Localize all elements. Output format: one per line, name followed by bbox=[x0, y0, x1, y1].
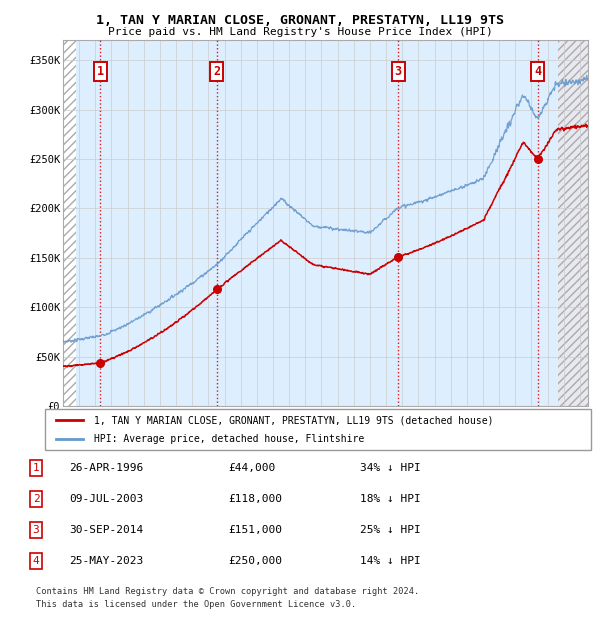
Text: 3: 3 bbox=[395, 65, 402, 78]
Text: £250,000: £250,000 bbox=[228, 556, 282, 566]
Text: 1: 1 bbox=[97, 65, 104, 78]
Bar bbox=[63, 40, 76, 406]
Text: 30-SEP-2014: 30-SEP-2014 bbox=[69, 525, 143, 535]
Bar bbox=[559, 40, 588, 406]
Text: 1, TAN Y MARIAN CLOSE, GRONANT, PRESTATYN, LL19 9TS (detached house): 1, TAN Y MARIAN CLOSE, GRONANT, PRESTATY… bbox=[94, 415, 494, 425]
Text: 26-APR-1996: 26-APR-1996 bbox=[69, 463, 143, 473]
Text: This data is licensed under the Open Government Licence v3.0.: This data is licensed under the Open Gov… bbox=[36, 600, 356, 609]
Text: 1: 1 bbox=[32, 463, 40, 473]
Text: 34% ↓ HPI: 34% ↓ HPI bbox=[360, 463, 421, 473]
Text: 1, TAN Y MARIAN CLOSE, GRONANT, PRESTATYN, LL19 9TS: 1, TAN Y MARIAN CLOSE, GRONANT, PRESTATY… bbox=[96, 14, 504, 27]
Text: 09-JUL-2003: 09-JUL-2003 bbox=[69, 494, 143, 504]
Text: 18% ↓ HPI: 18% ↓ HPI bbox=[360, 494, 421, 504]
Text: 2: 2 bbox=[32, 494, 40, 504]
Text: 2: 2 bbox=[213, 65, 220, 78]
FancyBboxPatch shape bbox=[45, 409, 591, 450]
Text: Contains HM Land Registry data © Crown copyright and database right 2024.: Contains HM Land Registry data © Crown c… bbox=[36, 587, 419, 596]
Text: Price paid vs. HM Land Registry's House Price Index (HPI): Price paid vs. HM Land Registry's House … bbox=[107, 27, 493, 37]
Text: 4: 4 bbox=[32, 556, 40, 566]
Text: £118,000: £118,000 bbox=[228, 494, 282, 504]
Text: 4: 4 bbox=[534, 65, 541, 78]
Text: HPI: Average price, detached house, Flintshire: HPI: Average price, detached house, Flin… bbox=[94, 435, 364, 445]
Text: 25-MAY-2023: 25-MAY-2023 bbox=[69, 556, 143, 566]
Text: £44,000: £44,000 bbox=[228, 463, 275, 473]
Text: 25% ↓ HPI: 25% ↓ HPI bbox=[360, 525, 421, 535]
Text: 3: 3 bbox=[32, 525, 40, 535]
Text: £151,000: £151,000 bbox=[228, 525, 282, 535]
Text: 14% ↓ HPI: 14% ↓ HPI bbox=[360, 556, 421, 566]
